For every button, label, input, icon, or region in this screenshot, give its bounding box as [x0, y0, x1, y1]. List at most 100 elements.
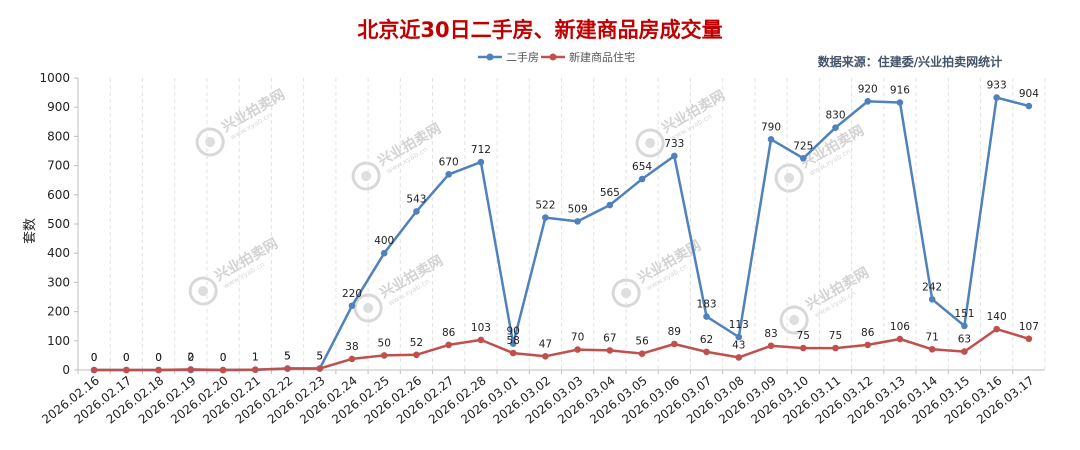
series-2-point: [961, 348, 968, 355]
series-2-data-label: 70: [571, 332, 584, 344]
series-2-data-label: 103: [471, 322, 491, 334]
series-2-point: [671, 340, 678, 348]
y-tick-label: 400: [47, 246, 70, 260]
series-2-point: [799, 344, 807, 352]
series-1-data-label: 400: [374, 235, 394, 247]
series-1-data-label: 904: [1019, 88, 1039, 100]
series-2-point: [219, 366, 227, 374]
series-line-2: [94, 327, 1030, 372]
series-2-data-label: 83: [764, 328, 777, 340]
y-tick-label: 300: [47, 275, 70, 289]
watermark-logo-icon: [195, 127, 225, 157]
series-2-data-label: 62: [700, 334, 713, 346]
series-1-point: [1025, 102, 1033, 110]
series-1-data-label: 1: [252, 352, 259, 364]
series-1-point: [961, 322, 968, 330]
watermark-logo-icon-core: [645, 138, 656, 148]
data-source: 数据来源：住建委/兴业拍卖网统计: [818, 54, 1002, 69]
series-1-point: [799, 155, 807, 162]
series-1-data-label: 0: [155, 352, 162, 364]
y-tick-label: 100: [47, 334, 70, 348]
series-1-point: [864, 98, 872, 105]
series-1-point: [445, 171, 452, 178]
series-2-data-label: 0: [123, 352, 130, 364]
watermark-logo-icon-core: [198, 286, 209, 296]
series-1-data-label: 725: [793, 140, 813, 152]
series-2-data-label: 75: [829, 330, 842, 342]
series-1-point: [509, 340, 517, 348]
legend: 二手房 新建商品住宅: [478, 50, 635, 64]
watermark-logo-icon: [611, 278, 641, 308]
chart-title: 北京近30日二手房、新建商品房成交量: [357, 18, 722, 42]
series-2-data-label: 89: [668, 326, 681, 338]
series-1-point: [606, 201, 614, 209]
series-1-data-label: 0: [123, 352, 130, 364]
series-1-point: [896, 99, 904, 106]
series-1-point: [671, 152, 678, 160]
series-1-point: [638, 175, 646, 183]
series-2-data-label: 71: [925, 331, 938, 343]
series-2-data-label: 86: [861, 327, 875, 339]
series-2-point: [993, 325, 1000, 333]
series-2-point: [735, 354, 743, 361]
series-2-point: [606, 347, 614, 354]
series-2-point: [284, 365, 291, 372]
watermark-logo-icon-core: [621, 288, 632, 298]
series-1-data-label: 933: [987, 80, 1007, 92]
series-2-point: [1025, 335, 1033, 343]
y-tick-label: 200: [47, 305, 70, 319]
series-2-point: [542, 352, 549, 360]
series-2-point: [251, 366, 259, 374]
series-2-point: [348, 355, 356, 363]
series-1-data-label: 509: [568, 203, 588, 215]
series-2-point: [896, 335, 904, 343]
series-2-point: [445, 341, 452, 349]
series-1-data-label: 220: [342, 288, 362, 300]
watermark-logo-icon-core: [363, 303, 374, 313]
series-2-point: [155, 366, 162, 374]
series-1-data-label: 5: [316, 351, 323, 363]
series-2-data-label: 0: [155, 352, 162, 364]
series-1-point: [348, 302, 356, 310]
series-2-point: [316, 365, 324, 372]
series-2-data-label: 0: [220, 352, 227, 364]
series-2-data-label: 47: [539, 338, 552, 350]
series-1-data-label: 5: [284, 351, 291, 363]
series-1-point: [767, 136, 775, 143]
series-2-point: [380, 352, 388, 359]
series-1-point: [380, 249, 388, 257]
series-2-point: [928, 345, 936, 353]
series-2-point: [638, 350, 646, 357]
series-2-point: [187, 366, 195, 373]
legend-label-series-2: 新建商品住宅: [569, 50, 635, 64]
series-1-data-label: 712: [471, 144, 491, 156]
series-1-data-label: 916: [890, 85, 910, 97]
series-2-data-label: 0: [91, 352, 98, 364]
series-1-point: [477, 158, 485, 166]
watermark-logo-icon: [353, 293, 383, 323]
series-1-data-label: 0: [91, 352, 98, 364]
series-1-data-label: 565: [600, 187, 620, 199]
series-2-data-label: 106: [890, 321, 910, 333]
series-2-point: [123, 366, 130, 374]
series-2-point: [703, 348, 710, 356]
series-2-data-label: 107: [1019, 321, 1039, 333]
y-axis-label: 套数: [22, 218, 38, 244]
watermark-logo-icon: [774, 163, 804, 193]
series-1-data-label: 670: [439, 156, 459, 168]
series-1-data-label: 830: [825, 110, 845, 122]
series-2-point: [574, 346, 581, 353]
series-2-data-label: 5: [284, 351, 291, 363]
series-1-point: [735, 333, 743, 341]
series-2-data-label: 38: [345, 341, 358, 353]
series-2-point: [767, 342, 775, 350]
series-2-data-label: 86: [442, 327, 456, 339]
y-tick-label: 900: [47, 100, 70, 114]
axes: 010020030040050060070080090010002026.02.…: [39, 71, 1045, 427]
series-2-data-label: 5: [316, 351, 323, 363]
legend-marker-series-2: [549, 53, 557, 61]
series-2-data-label: 43: [732, 339, 745, 351]
